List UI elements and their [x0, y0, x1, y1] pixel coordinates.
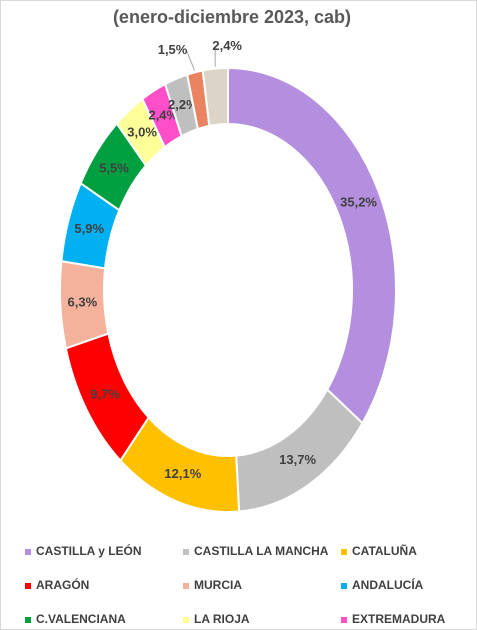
leader-line: [186, 50, 196, 71]
donut-slice: [201, 66, 229, 128]
data-label: 9,7%: [90, 386, 120, 401]
data-label: 5,5%: [99, 160, 129, 175]
data-label: 5,9%: [74, 221, 104, 236]
data-label: 1,5%: [158, 42, 188, 57]
data-label: 2,4%: [148, 108, 178, 123]
legend-swatch: [25, 583, 31, 589]
data-label: 2,4%: [212, 38, 242, 53]
legend-swatch: [341, 583, 347, 589]
legend-label: ARAGÓN: [36, 577, 89, 592]
legend-label: MURCIA: [194, 578, 242, 592]
legend-swatch: [183, 549, 189, 555]
legend-swatch: [183, 617, 189, 623]
legend-swatch: [25, 549, 31, 555]
chart-title: (enero-diciembre 2023, cab): [113, 7, 351, 27]
legend-label: CASTILLA y LEÓN: [36, 543, 142, 558]
legend-label: CASTILLA LA MANCHA: [194, 544, 329, 558]
legend-label: C.VALENCIANA: [36, 612, 126, 626]
donut-slice: [227, 66, 397, 425]
legend-swatch: [183, 583, 189, 589]
data-label: 12,1%: [164, 466, 201, 481]
data-label: 3,0%: [127, 125, 157, 140]
legend-label: ANDALUCÍA: [352, 577, 424, 592]
legend-label: EXTREMADURA: [352, 612, 446, 626]
legend-swatch: [341, 549, 347, 555]
legend-swatch: [341, 617, 347, 623]
data-label: 2,2%: [168, 97, 198, 112]
data-label: 35,2%: [340, 195, 377, 210]
data-label: 13,7%: [279, 452, 316, 467]
data-label: 6,3%: [68, 295, 98, 310]
legend-swatch: [25, 617, 31, 623]
legend-label: CATALUÑA: [352, 543, 417, 558]
legend-label: LA RIOJA: [194, 612, 250, 626]
